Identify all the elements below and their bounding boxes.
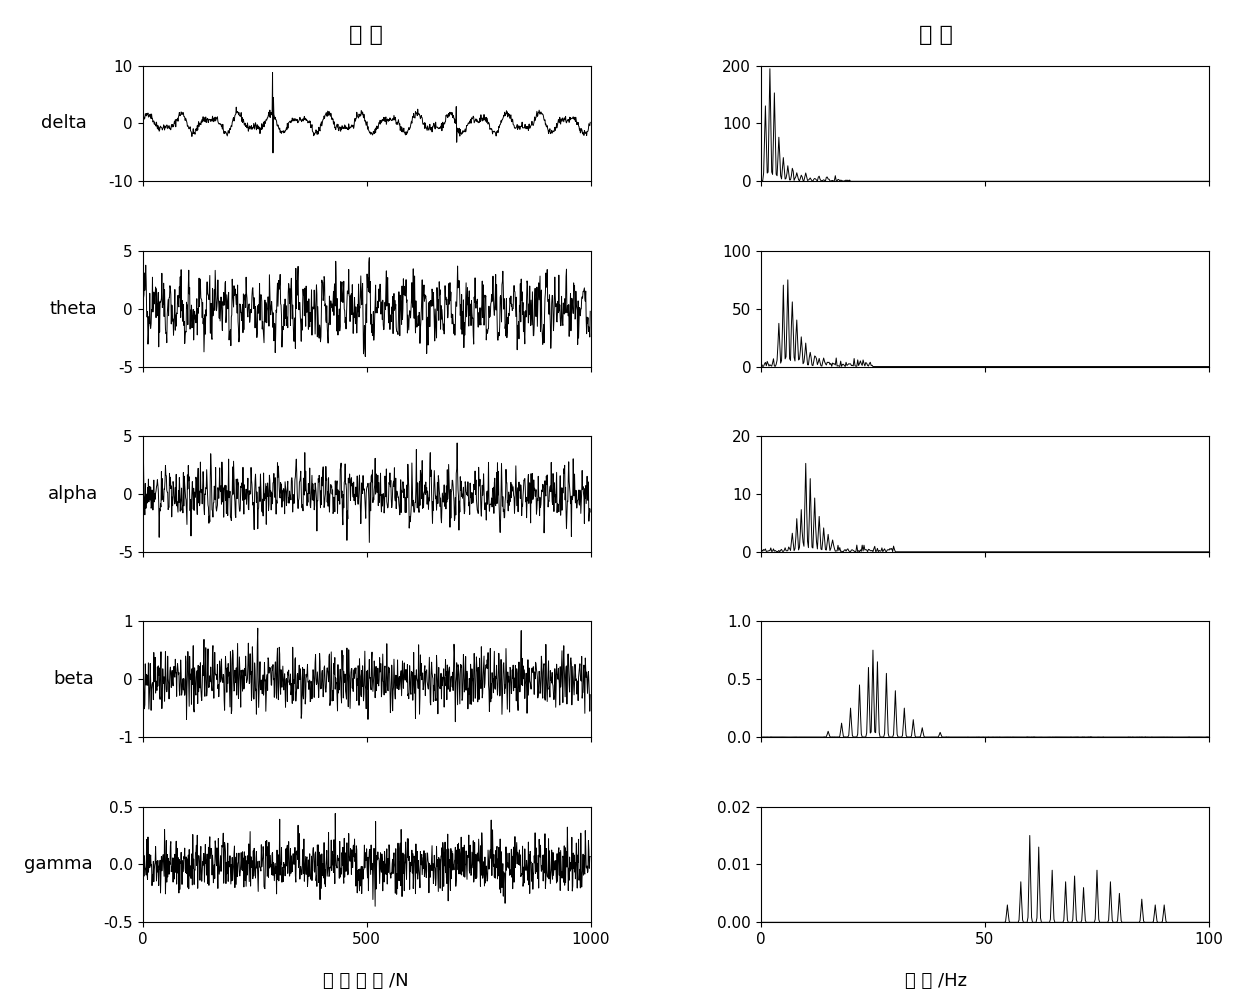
Text: 时 间 点 数 /N: 时 间 点 数 /N: [322, 972, 409, 990]
Text: 频 域: 频 域: [919, 25, 954, 45]
Y-axis label: alpha: alpha: [48, 485, 98, 503]
Text: 频 率 /Hz: 频 率 /Hz: [905, 972, 967, 990]
Y-axis label: beta: beta: [53, 670, 94, 688]
Y-axis label: theta: theta: [50, 299, 97, 318]
Text: 时 域: 时 域: [348, 25, 383, 45]
Y-axis label: delta: delta: [41, 115, 87, 132]
Y-axis label: gamma: gamma: [25, 856, 93, 873]
